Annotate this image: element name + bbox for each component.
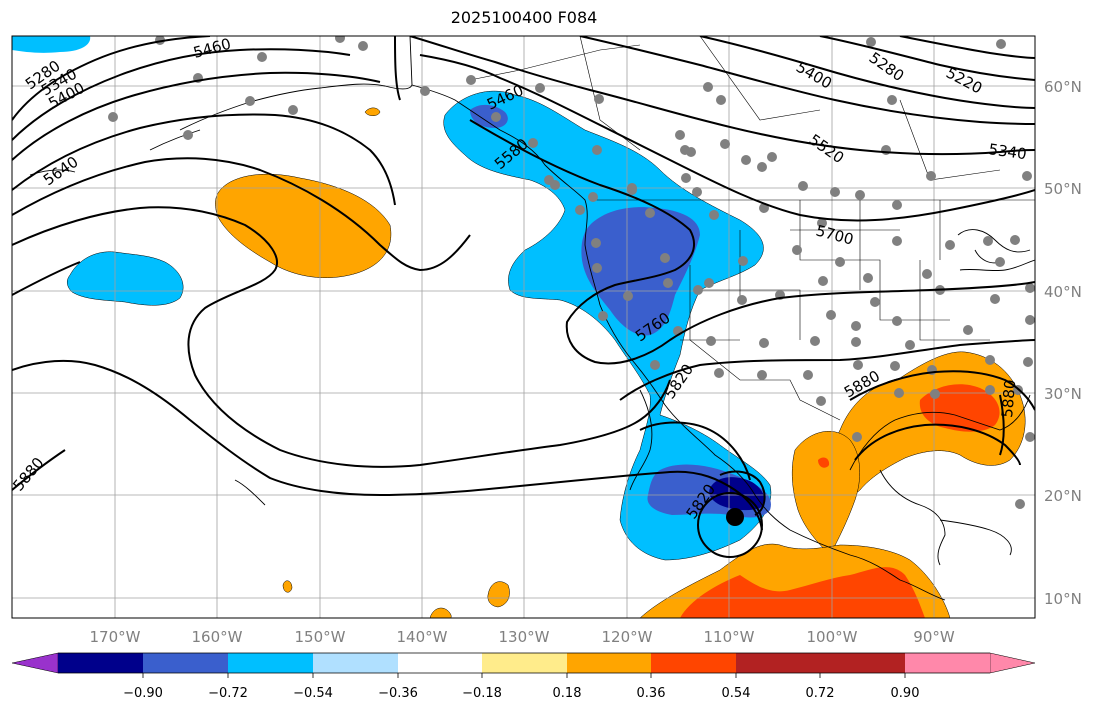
colorbar-tick-label: −0.54 xyxy=(293,686,333,701)
colorbar-segment xyxy=(58,653,143,673)
contour-label: 5340 xyxy=(987,140,1027,163)
colorbar: −0.90 −0.72 −0.54 −0.36 −0.18 0.18 0.36 … xyxy=(11,652,1036,701)
colorbar-segment xyxy=(820,653,905,673)
lon-label: 100°W xyxy=(807,628,858,646)
colorbar-segment xyxy=(736,653,820,673)
lon-label: 160°W xyxy=(192,628,243,646)
colorbar-tick-label: 0.18 xyxy=(553,686,582,701)
colorbar-tick-label: −0.72 xyxy=(208,686,248,701)
lat-label: 20°N xyxy=(1044,487,1082,505)
lat-label: 30°N xyxy=(1044,385,1082,403)
colorbar-segment xyxy=(228,653,313,673)
lon-label: 110°W xyxy=(704,628,755,646)
colorbar-segment xyxy=(905,653,990,673)
colorbar-segment xyxy=(143,653,228,673)
lat-label: 50°N xyxy=(1044,180,1082,198)
station-dots xyxy=(108,36,1035,509)
colorbar-tick-label: 0.54 xyxy=(722,686,751,701)
lat-label: 10°N xyxy=(1044,590,1082,608)
colorbar-tick-label: 0.72 xyxy=(806,686,835,701)
latitude-labels: 60°N 50°N 40°N 30°N 20°N 10°N xyxy=(1044,78,1082,608)
lon-label: 130°W xyxy=(499,628,550,646)
colorbar-segment xyxy=(567,653,651,673)
contour-label: 5880 xyxy=(998,379,1019,419)
lat-label: 40°N xyxy=(1044,283,1082,301)
lon-label: 140°W xyxy=(397,628,448,646)
colorbar-segment xyxy=(398,653,482,673)
colorbar-tick-label: 0.90 xyxy=(891,686,920,701)
lon-label: 90°W xyxy=(913,628,955,646)
colorbar-left-arrow xyxy=(11,652,59,674)
colorbar-tick-label: −0.36 xyxy=(378,686,418,701)
cyclone-center-marker xyxy=(726,508,744,526)
lon-label: 150°W xyxy=(295,628,346,646)
negative-anomaly-fills xyxy=(12,36,772,561)
map-title: 2025100400 F084 xyxy=(450,8,598,27)
lat-label: 60°N xyxy=(1044,78,1082,96)
longitude-labels: 170°W 160°W 150°W 140°W 130°W 120°W 110°… xyxy=(90,628,955,646)
colorbar-segment xyxy=(651,653,736,673)
colorbar-right-arrow xyxy=(989,652,1036,674)
lon-label: 170°W xyxy=(90,628,141,646)
height-contours xyxy=(12,36,1035,558)
colorbar-tick-label: −0.18 xyxy=(462,686,502,701)
colorbar-segment xyxy=(482,653,567,673)
strong-positive-anomaly-fills xyxy=(680,384,1000,618)
lon-label: 120°W xyxy=(602,628,653,646)
map-frame xyxy=(11,35,1036,619)
colorbar-tick-label: −0.90 xyxy=(123,686,163,701)
colorbar-segment xyxy=(313,653,398,673)
colorbar-tick-label: 0.36 xyxy=(637,686,666,701)
